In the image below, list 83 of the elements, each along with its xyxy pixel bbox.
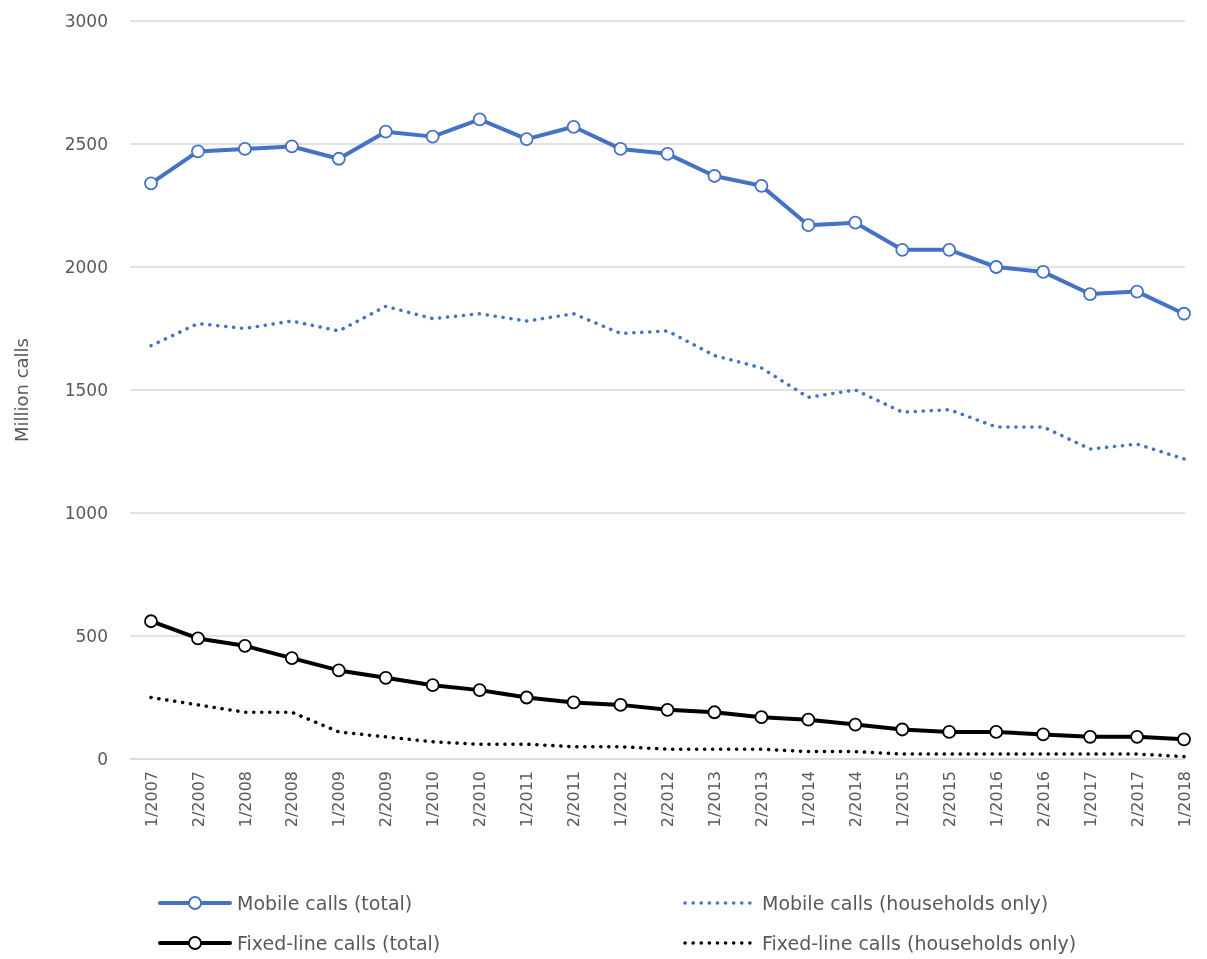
x-tick-label: 2/2011 [564, 771, 584, 828]
x-tick-label: 1/2016 [986, 771, 1006, 828]
x-tick-label: 1/2013 [705, 771, 725, 828]
point [942, 725, 957, 739]
x-tick-label: 2/2015 [939, 771, 959, 828]
point [707, 705, 722, 720]
point [191, 144, 205, 159]
y-tick-label: 2000 [64, 256, 108, 277]
point [238, 638, 252, 653]
legend-label: Mobile calls (total) [237, 891, 413, 914]
point [284, 139, 299, 154]
x-tick-label: 1/2012 [611, 771, 631, 828]
y-tick-label: 500 [75, 625, 108, 646]
point [566, 695, 581, 710]
x-tick-label: 1/2018 [1174, 771, 1194, 828]
point [848, 215, 863, 230]
x-tick-label: 2/2009 [376, 771, 396, 828]
point [660, 702, 675, 717]
point [1177, 306, 1191, 321]
point [519, 132, 534, 146]
line-series [149, 304, 1186, 461]
point [660, 146, 675, 161]
x-tick-label: 1/2014 [798, 771, 818, 828]
point [144, 614, 158, 629]
point [472, 683, 487, 698]
point [284, 651, 299, 666]
point [895, 242, 910, 257]
point [378, 670, 393, 685]
y-tick-label: 1500 [64, 379, 108, 400]
x-tick-label: 1/2008 [235, 771, 255, 828]
point [754, 710, 769, 725]
x-tick-label: 1/2009 [329, 771, 349, 828]
x-tick-label: 2/2010 [470, 771, 490, 828]
point [754, 178, 769, 193]
point [331, 663, 346, 678]
x-tick-label: 1/2015 [892, 771, 912, 828]
point [848, 717, 863, 732]
point [613, 142, 628, 156]
x-tick-label: 2/2013 [752, 771, 772, 828]
point [1130, 284, 1144, 299]
x-tick-label: 2/2014 [845, 771, 865, 828]
point [425, 678, 440, 693]
x-tick-label: 2/2008 [282, 771, 302, 828]
point [1036, 265, 1051, 279]
point [989, 260, 1004, 274]
point [566, 119, 581, 134]
point [801, 712, 816, 727]
point [942, 242, 957, 257]
legend-label: Mobile calls (households only) [762, 891, 1049, 914]
y-tick-label: 1000 [64, 502, 108, 523]
point [191, 631, 205, 646]
legend-label: Fixed-line calls (total) [237, 931, 441, 954]
point [613, 697, 628, 712]
point [472, 112, 487, 127]
x-tick-label: 1/2017 [1080, 771, 1100, 828]
y-tick-label: 0 [97, 748, 108, 769]
y-tick-label: 3000 [64, 10, 108, 31]
point [1083, 729, 1097, 744]
point [801, 218, 816, 233]
point [1036, 727, 1051, 742]
x-tick-label: 2/2007 [188, 771, 208, 828]
point [989, 725, 1004, 739]
y-axis-title: Million calls [11, 338, 32, 442]
point [331, 151, 346, 166]
point [895, 722, 910, 737]
x-tick-label: 1/2007 [141, 771, 161, 828]
point [425, 129, 440, 144]
x-tick-label: 1/2010 [423, 771, 443, 828]
x-tick-label: 2/2012 [658, 771, 678, 828]
point [238, 142, 252, 156]
point [1177, 732, 1191, 747]
point [1130, 729, 1144, 744]
point [378, 124, 393, 139]
point [519, 690, 534, 705]
point [144, 176, 158, 191]
point [707, 169, 722, 183]
point [1083, 287, 1097, 301]
x-tick-label: 2/2016 [1033, 771, 1053, 828]
x-tick-label: 1/2011 [517, 771, 537, 828]
legend-label: Fixed-line calls (households only) [762, 931, 1077, 954]
y-tick-label: 2500 [64, 133, 108, 154]
x-tick-label: 2/2017 [1127, 771, 1147, 828]
line-series [149, 695, 1186, 759]
